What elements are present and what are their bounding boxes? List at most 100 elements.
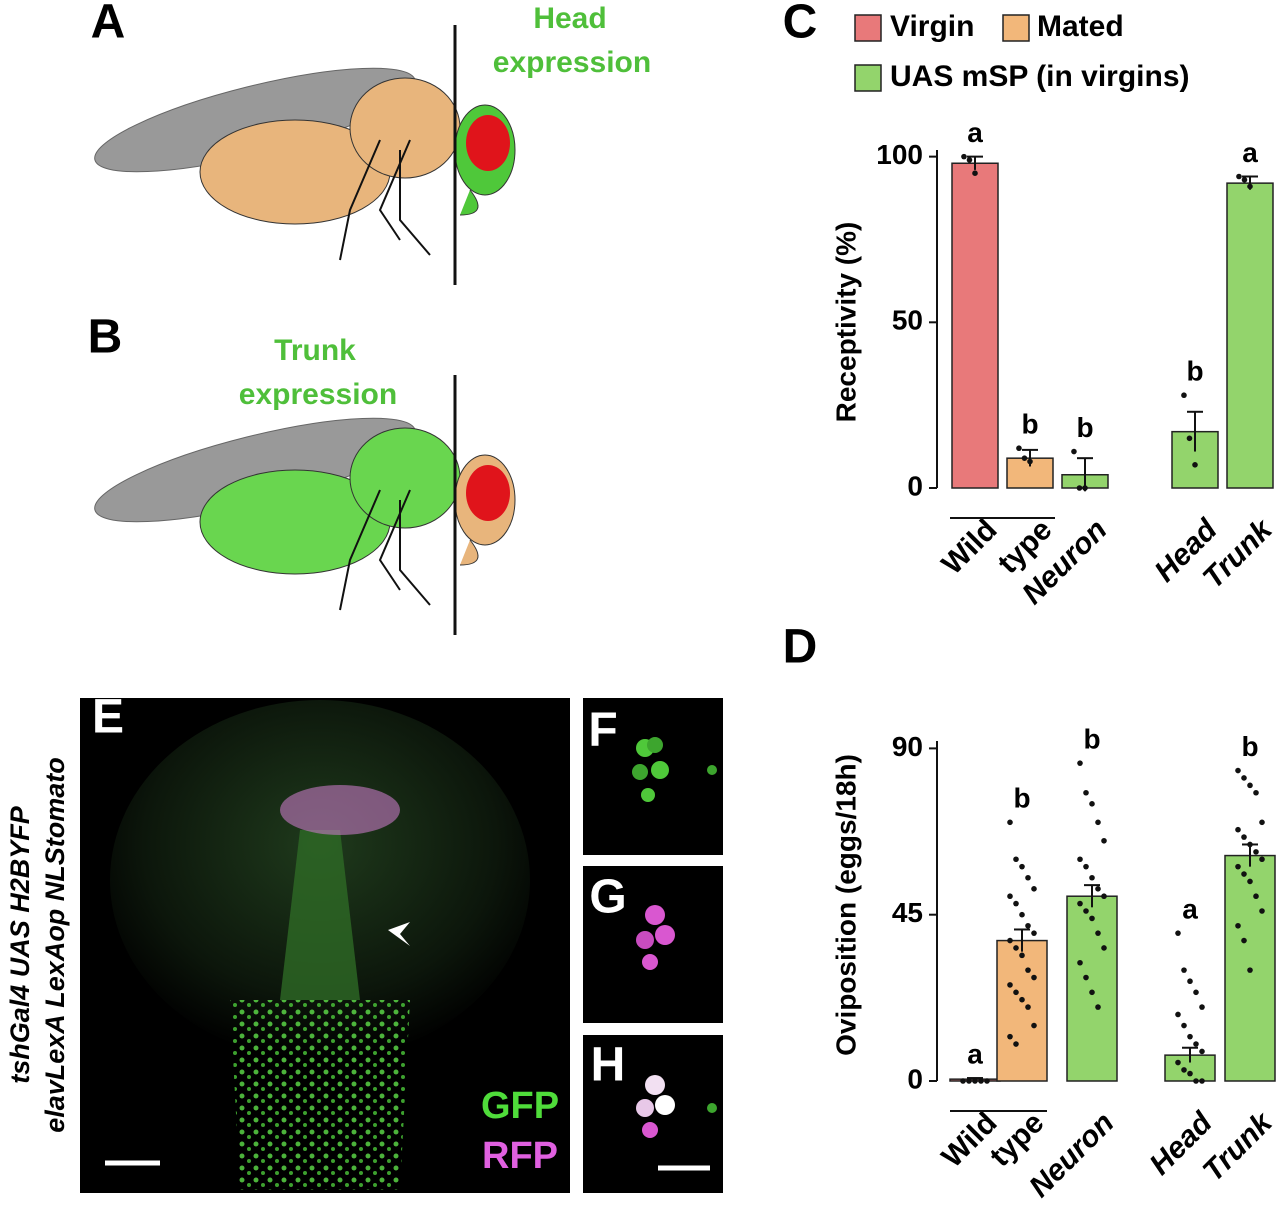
data-point <box>1025 967 1031 973</box>
data-point <box>1013 989 1019 996</box>
panel-letter: H <box>591 1039 626 1092</box>
panel-label: expression <box>493 46 651 79</box>
channel-label: RFP <box>482 1135 558 1177</box>
data-point <box>1077 900 1083 907</box>
data-point <box>1082 485 1088 491</box>
data-point <box>1175 1059 1181 1066</box>
panel-letter: C <box>783 0 818 49</box>
data-point <box>1095 819 1101 826</box>
data-point <box>1253 849 1259 855</box>
significance-label: b <box>1083 724 1100 755</box>
data-point <box>1095 930 1101 936</box>
data-point <box>1089 989 1095 996</box>
data-point <box>1071 448 1077 455</box>
significance-label: a <box>967 117 983 148</box>
data-point <box>1077 959 1083 966</box>
data-point <box>1101 893 1107 900</box>
data-point <box>1181 1022 1187 1029</box>
data-point <box>1253 789 1259 796</box>
y-tick-label: 50 <box>892 305 923 336</box>
legend-swatch <box>854 64 882 92</box>
data-point <box>1027 458 1033 465</box>
panel-label: Head <box>533 2 606 35</box>
data-point <box>1013 856 1019 863</box>
data-point <box>1019 911 1025 918</box>
data-point <box>1181 1067 1187 1073</box>
data-point <box>1019 863 1025 870</box>
data-point <box>1193 989 1199 996</box>
data-point <box>960 1078 966 1084</box>
data-point <box>1235 863 1241 870</box>
data-point <box>1241 177 1248 183</box>
significance-label: b <box>1013 783 1030 814</box>
data-point <box>1007 1033 1013 1040</box>
data-point <box>1095 1004 1101 1010</box>
data-point <box>1192 462 1198 468</box>
data-point <box>1013 1041 1019 1047</box>
data-point <box>1007 819 1013 826</box>
data-point <box>1247 183 1253 190</box>
data-point <box>972 1078 978 1084</box>
data-point <box>1083 908 1089 914</box>
fly-head-expression <box>94 25 516 285</box>
microscopy-g <box>583 866 723 1023</box>
significance-label: a <box>1242 137 1258 168</box>
y-tick-label: 90 <box>892 731 923 762</box>
legend-label: Mated <box>1037 10 1124 43</box>
data-point <box>1186 435 1193 442</box>
data-point <box>1101 837 1107 844</box>
data-point <box>1199 1048 1205 1055</box>
data-point <box>1235 922 1241 929</box>
panel-letter: E <box>92 691 124 744</box>
data-point <box>966 157 973 163</box>
data-point <box>978 1078 984 1084</box>
legend-label: UAS mSP (in virgins) <box>890 60 1190 93</box>
data-point <box>1077 760 1083 766</box>
data-point <box>1083 863 1089 870</box>
x-tick-label: Wild <box>936 513 1004 581</box>
data-point <box>1181 392 1187 399</box>
bar <box>1066 895 1118 1082</box>
panel-letter: A <box>91 0 126 49</box>
data-point <box>1175 1011 1181 1018</box>
data-point <box>1259 908 1265 914</box>
data-point <box>1193 1041 1199 1047</box>
bar <box>1224 854 1276 1082</box>
data-point <box>1247 841 1253 848</box>
data-point <box>1247 782 1253 789</box>
data-point <box>1236 173 1242 180</box>
panel-label: expression <box>239 378 397 411</box>
data-point <box>1199 1004 1205 1010</box>
y-axis-label: Receptivity (%) <box>830 222 861 423</box>
genotype-label: tshGal4 UAS H2BYFP <box>5 805 35 1084</box>
data-point <box>1076 485 1083 491</box>
significance-label: a <box>967 1038 983 1069</box>
data-point <box>1241 775 1247 781</box>
data-point <box>1199 1078 1205 1084</box>
data-point <box>1235 767 1241 774</box>
data-point <box>1016 445 1022 452</box>
significance-label: a <box>1182 894 1198 925</box>
data-point <box>1031 930 1037 936</box>
y-tick-label: 0 <box>907 470 923 501</box>
legend-swatch <box>854 14 882 42</box>
data-point <box>1025 874 1031 881</box>
genotype-label: elavLexA LexAop NLStomato <box>40 757 70 1133</box>
data-point <box>1247 967 1253 973</box>
data-point <box>1259 819 1265 826</box>
panel-letter: B <box>88 311 123 364</box>
data-point <box>1021 455 1028 461</box>
y-tick-label: 0 <box>907 1063 923 1094</box>
channel-label: GFP <box>481 1085 559 1127</box>
data-point <box>1007 937 1013 944</box>
bar <box>1164 1054 1216 1082</box>
data-point <box>1259 856 1265 863</box>
data-point <box>1241 871 1247 877</box>
data-point <box>1025 1004 1031 1010</box>
panel-letter: F <box>588 704 617 757</box>
y-axis-label: Oviposition (eggs/18h) <box>830 754 861 1056</box>
data-point <box>1247 878 1253 885</box>
y-tick-label: 45 <box>892 897 923 928</box>
data-point <box>1083 789 1089 796</box>
fly-trunk-expression <box>94 375 516 635</box>
